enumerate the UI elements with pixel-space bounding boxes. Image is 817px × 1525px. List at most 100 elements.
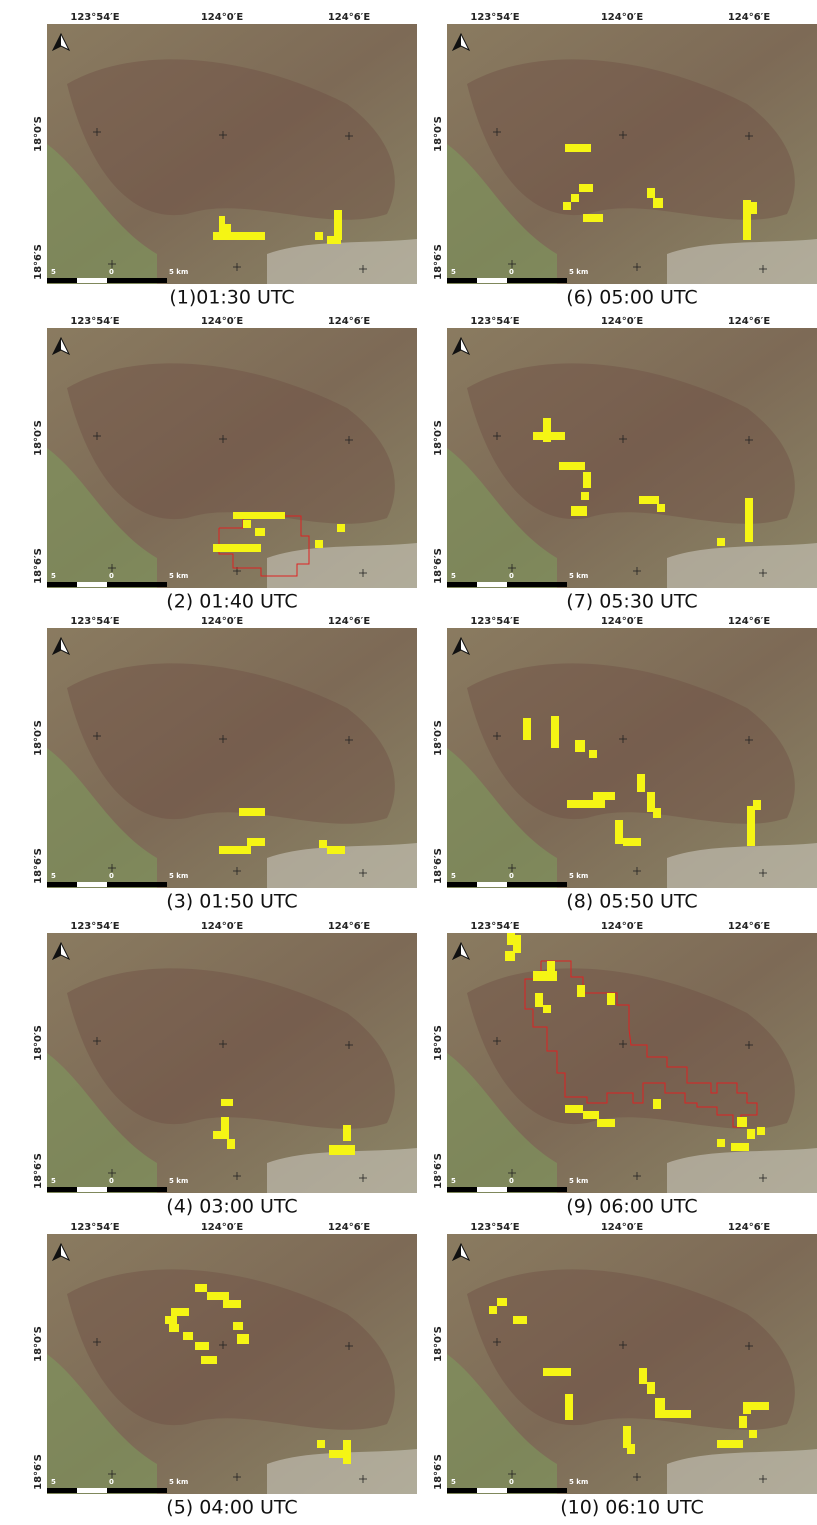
scale-bar-white [477, 1488, 507, 1493]
scale-bar-white [477, 1187, 507, 1192]
fire-pixel [233, 1322, 243, 1330]
fire-pixel [565, 1394, 573, 1420]
fire-pixel [665, 1410, 691, 1418]
panel-caption: (4) 03:00 UTC [166, 1196, 297, 1218]
fire-pixel [647, 1382, 655, 1394]
fire-pixel [637, 774, 645, 792]
fire-pixel [219, 846, 251, 854]
fire-pixel [745, 498, 753, 542]
fire-pixel [505, 951, 515, 961]
lon-label: 124°6′E [328, 616, 370, 627]
map-panel: 505 km123°54′E124°0′E124°6′E18°0′S18°6′S… [33, 316, 417, 613]
lon-label: 123°54′E [70, 921, 119, 932]
fire-pixel [213, 232, 265, 240]
fire-pixel [589, 750, 597, 758]
fire-pixel [223, 1300, 241, 1308]
fire-pixel [551, 716, 559, 748]
lat-label: 18°0′S [33, 420, 44, 456]
lat-label: 18°0′S [33, 116, 44, 152]
fire-pixel [647, 188, 655, 198]
fire-pixel [653, 808, 661, 818]
panel-caption: (3) 01:50 UTC [166, 891, 297, 913]
fire-pixel [221, 1099, 233, 1106]
map-panel: 505 km123°54′E124°0′E124°6′E18°0′S18°6′S… [433, 921, 817, 1218]
fire-pixel [329, 1145, 355, 1155]
scale-label: 5 [51, 1478, 56, 1486]
fire-pixel [577, 985, 585, 997]
fire-pixel [739, 1416, 747, 1428]
figure: 5 0 5 km 123°54′E 124°0′E 124°6′E 18°0′S 18°6′S… [0, 0, 817, 1521]
scale-label: 0 [509, 572, 514, 580]
fire-pixel [201, 1356, 217, 1364]
scale-label: 5 [51, 268, 56, 276]
scale-label: 0 [509, 872, 514, 880]
lon-label: 123°54′E [470, 1222, 519, 1233]
fire-pixel [337, 524, 345, 532]
lat-label: 18°0′S [33, 1025, 44, 1061]
fire-pixel [747, 1129, 755, 1139]
lon-label: 124°6′E [728, 12, 770, 23]
scale-bar-white [77, 278, 107, 283]
fire-pixel [583, 214, 603, 222]
fire-pixel [219, 216, 225, 232]
lon-label: 124°0′E [201, 316, 243, 327]
fire-pixel [533, 971, 557, 981]
lon-label: 124°0′E [201, 921, 243, 932]
scale-label: 5 [51, 872, 56, 880]
fire-pixel [653, 1099, 661, 1109]
scale-label: 0 [109, 872, 114, 880]
fire-pixel [169, 1324, 179, 1332]
panel-caption: (10) 06:10 UTC [560, 1497, 704, 1519]
fire-pixel [247, 838, 265, 846]
fire-pixel [523, 718, 531, 740]
fire-pixel [213, 1131, 221, 1139]
fire-pixel [747, 806, 755, 846]
fire-pixel [165, 1316, 177, 1324]
fire-pixel [749, 1430, 757, 1438]
fire-pixel [513, 935, 521, 953]
fire-pixel [737, 1117, 747, 1127]
panel-caption: (9) 06:00 UTC [566, 1196, 697, 1218]
scale-label: 5 km [169, 268, 188, 276]
scale-label: 5 [451, 872, 456, 880]
lat-label: 18°6′S [33, 1153, 44, 1189]
fire-pixel [227, 1139, 235, 1149]
fire-pixel [315, 232, 323, 240]
fire-pixel [315, 540, 323, 548]
fire-pixel [583, 1111, 599, 1119]
lat-label: 18°0′S [33, 720, 44, 756]
fire-pixel [563, 202, 571, 210]
fire-pixel [583, 472, 591, 488]
fire-pixel [657, 504, 665, 512]
scale-bar-white [77, 882, 107, 887]
lon-label: 124°0′E [201, 12, 243, 23]
scale-label: 5 km [569, 1478, 588, 1486]
fire-pixel [489, 1306, 497, 1314]
lat-label: 18°6′S [33, 244, 44, 280]
lon-label: 124°6′E [728, 1222, 770, 1233]
fire-pixel [543, 1368, 571, 1376]
lon-label: 124°0′E [601, 616, 643, 627]
lon-label: 123°54′E [70, 316, 119, 327]
fire-pixel [655, 1398, 665, 1418]
panel-caption: (2) 01:40 UTC [166, 591, 297, 613]
fire-pixel [753, 800, 761, 810]
panel-caption: (7) 05:30 UTC [566, 591, 697, 613]
fire-pixel [334, 210, 342, 240]
scale-label: 0 [509, 1177, 514, 1185]
fire-pixel [627, 1444, 635, 1454]
panel-caption: (1)01:30 UTC [169, 287, 294, 309]
scale-label: 5 km [569, 268, 588, 276]
fire-pixel [581, 492, 589, 500]
scale-label: 5 [51, 572, 56, 580]
scale-label: 0 [109, 268, 114, 276]
lat-label: 18°6′S [433, 1153, 444, 1189]
fire-pixel [717, 538, 725, 546]
fire-pixel [639, 496, 659, 504]
panel-caption: (6) 05:00 UTC [566, 287, 697, 309]
panel-caption: (8) 05:50 UTC [566, 891, 697, 913]
fire-pixel [195, 1284, 207, 1292]
fire-pixel [317, 1440, 325, 1448]
fire-pixel [615, 820, 623, 844]
